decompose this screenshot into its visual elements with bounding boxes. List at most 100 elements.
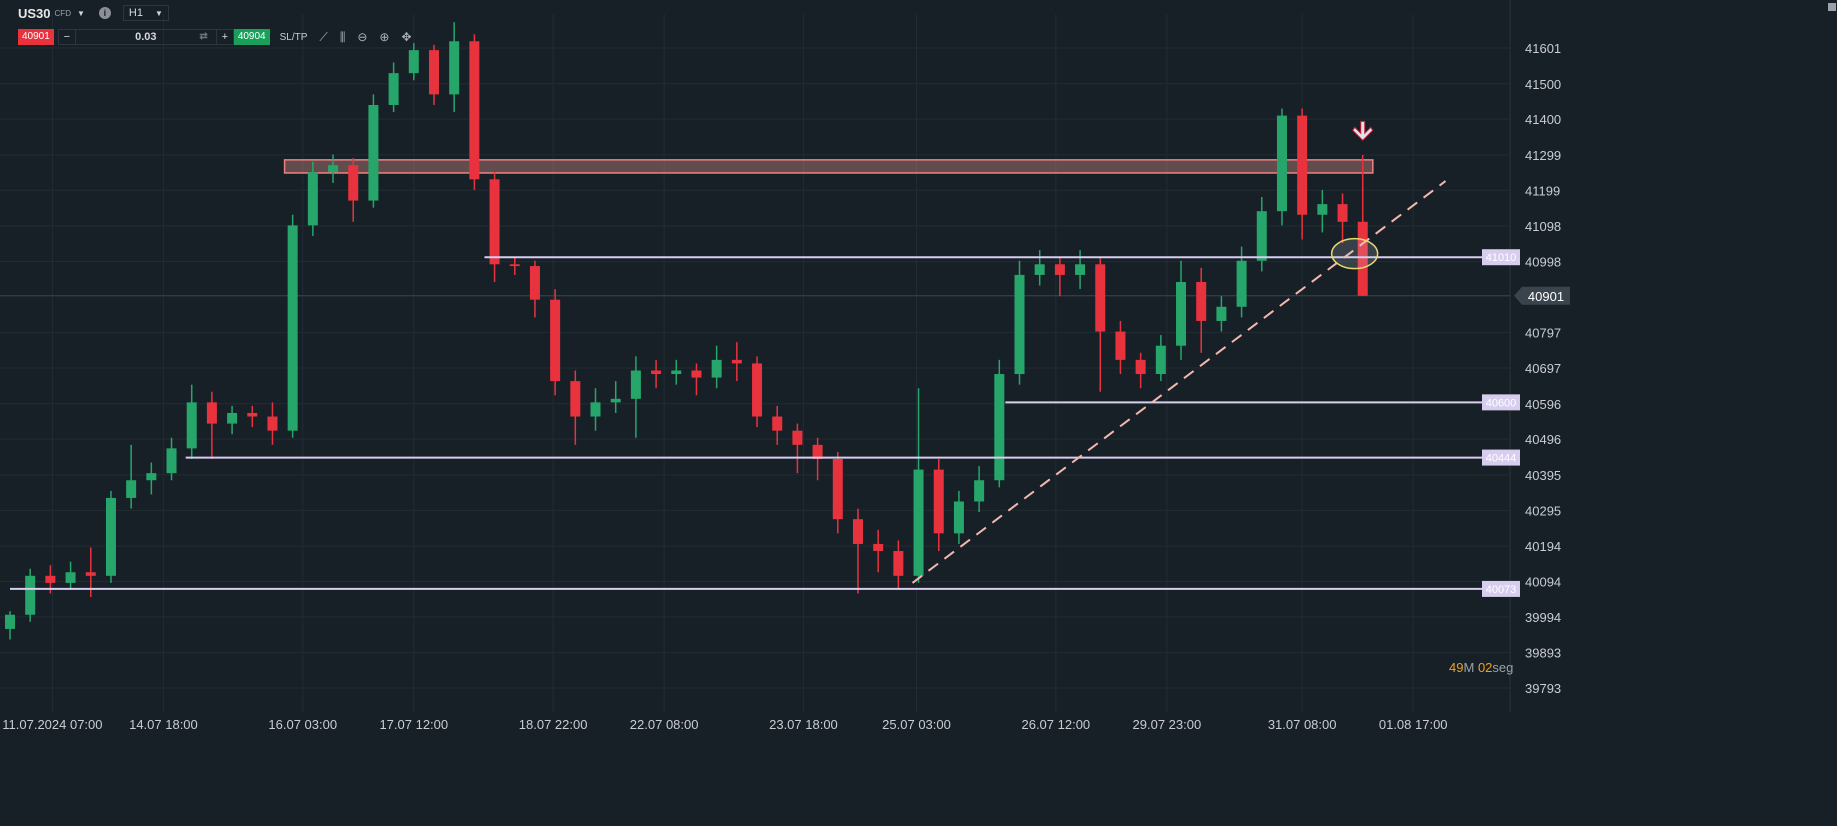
- x-tick-label: 26.07 12:00: [1021, 717, 1090, 732]
- caret-down-icon: ▼: [154, 8, 163, 18]
- candle-body: [1357, 221, 1368, 296]
- candle-body: [489, 179, 500, 265]
- candle-body: [1115, 331, 1126, 360]
- x-tick-label: 17.07 12:00: [379, 717, 448, 732]
- candle-body: [953, 501, 964, 534]
- candle-body: [166, 448, 177, 474]
- candle-countdown: 49M 02seg: [1449, 660, 1513, 675]
- caret-down-icon[interactable]: ▼: [76, 8, 85, 18]
- candle-body: [1236, 260, 1247, 307]
- lot-value: 0.03: [135, 31, 157, 43]
- candle-body: [711, 359, 722, 378]
- buy-button[interactable]: 40904: [233, 29, 270, 45]
- zoom-out-icon[interactable]: ⊖: [357, 30, 368, 44]
- x-tick-label: 22.07 08:00: [630, 717, 699, 732]
- y-tick-label: 40194: [1525, 539, 1561, 554]
- arrow-down-icon: [1352, 120, 1374, 142]
- sell-button[interactable]: 40901: [18, 29, 54, 45]
- y-tick-label: 41400: [1525, 112, 1561, 127]
- candle-body: [307, 172, 318, 226]
- candle-body: [651, 370, 662, 375]
- level-label-box: [1482, 249, 1520, 266]
- candle-body: [812, 444, 823, 459]
- y-tick-label: 40596: [1525, 397, 1561, 412]
- candle-body: [348, 165, 359, 201]
- swap-icon[interactable]: ⇄: [199, 31, 208, 42]
- minimize-icon[interactable]: [1828, 3, 1836, 11]
- level-label: 40600: [1486, 397, 1517, 409]
- candle-body: [469, 41, 480, 180]
- y-tick-label: 41299: [1525, 148, 1561, 163]
- candle-body: [105, 497, 116, 576]
- symbol-type: CFD: [54, 8, 71, 18]
- candle-body: [1095, 264, 1106, 332]
- candle-body: [1135, 359, 1146, 375]
- highlight-ellipse: [1330, 237, 1379, 270]
- candle-body: [5, 614, 15, 629]
- zoom-in-icon[interactable]: ⊕: [379, 30, 390, 44]
- candle-body: [509, 264, 520, 267]
- x-tick-label: 23.07 18:00: [769, 717, 838, 732]
- candle-body: [691, 370, 702, 378]
- candle-body: [913, 469, 924, 576]
- candle-body: [206, 402, 217, 424]
- level-label-box: [1482, 449, 1520, 466]
- candle-body: [1034, 264, 1045, 275]
- candle-body: [428, 50, 439, 95]
- candle-body: [610, 398, 621, 403]
- x-tick-label: 18.07 22:00: [519, 717, 588, 732]
- candle-body: [328, 165, 339, 173]
- candle-body: [1196, 281, 1207, 321]
- level-label-box: [1482, 394, 1520, 411]
- candle-body: [873, 543, 884, 552]
- candle-body: [65, 572, 76, 583]
- candle-body: [570, 381, 581, 417]
- candle-body: [247, 412, 258, 417]
- lot-minus-button[interactable]: −: [63, 31, 71, 43]
- timer-seconds-unit: seg: [1492, 660, 1514, 675]
- candle-body: [550, 299, 561, 382]
- y-tick-label: 40496: [1525, 432, 1561, 447]
- y-tick-label: 40295: [1525, 503, 1561, 518]
- candle-body: [368, 104, 379, 201]
- candlestick-icon[interactable]: ⫼: [339, 29, 346, 44]
- lot-input[interactable]: 0.03 ⇄: [74, 30, 217, 44]
- candle-body: [590, 402, 601, 417]
- chart-toolbar: US30 CFD ▼ i H1 ▼ 40901 − 0.03 ⇄ + 40904 S…: [18, 4, 412, 46]
- candle-body: [832, 458, 843, 520]
- current-price-label: 40901: [1528, 289, 1564, 304]
- candle-body: [267, 416, 278, 431]
- candle-body: [1176, 281, 1187, 346]
- candle-body: [671, 370, 682, 375]
- candle-body: [85, 572, 96, 576]
- candle-body: [933, 469, 944, 534]
- candle-body: [186, 402, 197, 449]
- x-tick-label: 14.07 18:00: [129, 717, 198, 732]
- x-tick-label: 29.07 23:00: [1133, 717, 1202, 732]
- timeframe-select[interactable]: H1 ▼: [122, 5, 169, 21]
- sltp-button[interactable]: SL/TP: [279, 31, 308, 43]
- candle-body: [792, 430, 803, 445]
- candle-body: [146, 473, 157, 481]
- lot-stepper: − 0.03 ⇄ +: [57, 29, 234, 45]
- info-icon[interactable]: i: [98, 7, 111, 19]
- move-icon[interactable]: ✥: [401, 30, 412, 44]
- y-tick-label: 40395: [1525, 468, 1561, 483]
- timeframe-value: H1: [128, 7, 143, 19]
- candle-body: [529, 266, 540, 300]
- y-tick-label: 40998: [1525, 254, 1561, 269]
- y-tick-label: 41199: [1525, 183, 1560, 198]
- candle-body: [752, 363, 763, 417]
- current-price-tag: [1514, 286, 1570, 305]
- y-tick-label: 39793: [1525, 681, 1561, 696]
- symbol-name[interactable]: US30: [18, 5, 51, 21]
- candle-body: [45, 575, 56, 583]
- level-label: 40073: [1486, 584, 1517, 596]
- candle-body: [731, 359, 742, 364]
- x-tick-label: 11.07.2024 07:00: [2, 717, 102, 732]
- candle-body: [227, 412, 238, 424]
- lot-plus-button[interactable]: +: [221, 31, 229, 43]
- candle-body: [630, 370, 641, 399]
- line-chart-icon[interactable]: ⟋: [319, 29, 328, 44]
